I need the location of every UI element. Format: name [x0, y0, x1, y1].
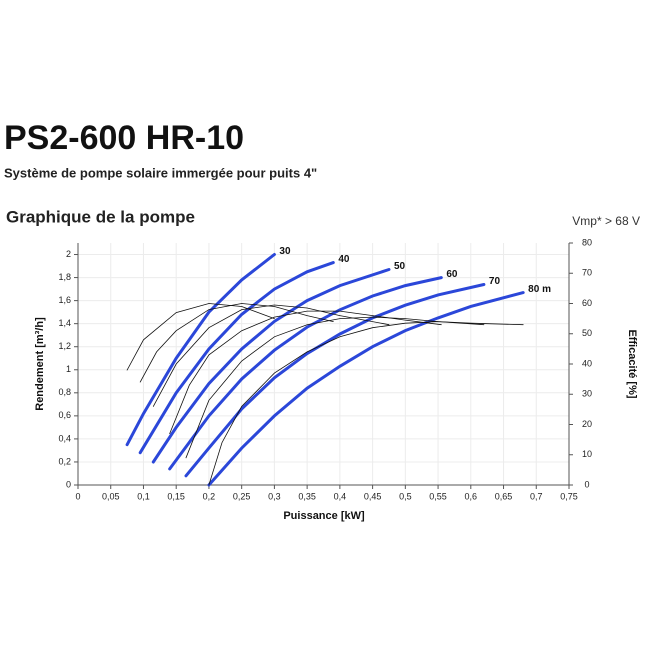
head-curve: [138, 261, 335, 455]
x-tick-label: 0,05: [102, 491, 120, 501]
y-tick-label: 1,4: [58, 318, 71, 328]
page-title: PS2-600 HR-10: [4, 119, 244, 157]
x-tick-label: 0,55: [429, 491, 447, 501]
x-tick-label: 0,2: [203, 491, 216, 501]
curve-label: 60: [446, 269, 458, 280]
y2-tick-label: 10: [582, 449, 592, 459]
y-tick-label: 0,6: [58, 410, 71, 420]
curve-label: 70: [489, 276, 501, 287]
y-tick-label: 2: [66, 249, 71, 259]
page-subtitle: Système de pompe solaire immergée pour p…: [4, 165, 317, 180]
y-tick-label: 0,4: [58, 433, 71, 443]
y2-tick-label: 70: [582, 268, 592, 278]
x-tick-label: 0,25: [233, 491, 251, 501]
x-axis-label: Puissance [kW]: [283, 510, 365, 522]
efficiency-curve: [139, 303, 334, 383]
x-tick-label: 0,7: [530, 491, 543, 501]
y2-axis-label: Efficacité [%]: [626, 329, 638, 398]
y-tick-label: 1: [66, 364, 71, 374]
y2-tick-label: 60: [582, 298, 592, 308]
x-tick-label: 0,5: [399, 491, 412, 501]
y2-tick-label: 80: [582, 237, 592, 247]
x-tick-label: 0,45: [364, 491, 382, 501]
chart-title: Graphique de la pompe: [6, 207, 195, 226]
x-tick-label: 0: [75, 491, 80, 501]
y-tick-label: 0,8: [58, 387, 71, 397]
x-tick-label: 0,3: [268, 491, 281, 501]
y2-tick-label: 50: [582, 328, 592, 338]
y-axis-label: Rendement [m³/h]: [34, 317, 46, 411]
x-tick-label: 0,6: [465, 491, 478, 501]
y-tick-label: 1,8: [58, 272, 71, 282]
x-tick-label: 0,15: [167, 491, 185, 501]
efficiency-curve: [152, 304, 390, 407]
x-tick-label: 0,1: [137, 491, 150, 501]
y-tick-label: 1,6: [58, 295, 71, 305]
curve-label: 80 m: [528, 284, 551, 295]
head-curve: [184, 283, 486, 478]
y-tick-label: 0: [66, 479, 71, 489]
annotation: Vmp* > 68 V: [572, 214, 640, 228]
head-curve: [168, 276, 443, 471]
y2-tick-label: 40: [582, 358, 592, 368]
head-curve: [207, 291, 525, 487]
efficiency-curve: [208, 321, 524, 486]
y2-tick-label: 20: [582, 419, 592, 429]
y2-tick-label: 0: [584, 479, 589, 489]
efficiency-curve: [185, 316, 485, 459]
y-tick-label: 0,2: [58, 456, 71, 466]
y-tick-label: 1,2: [58, 341, 71, 351]
x-tick-label: 0,75: [560, 491, 578, 501]
head-curve: [151, 268, 391, 464]
x-tick-label: 0,4: [334, 491, 347, 501]
y2-tick-label: 30: [582, 389, 592, 399]
curve-label: 30: [279, 246, 291, 257]
head-curve: [125, 253, 276, 447]
curve-label: 40: [338, 254, 350, 265]
x-tick-label: 0,35: [298, 491, 316, 501]
x-tick-label: 0,65: [495, 491, 513, 501]
curve-label: 50: [394, 261, 406, 272]
